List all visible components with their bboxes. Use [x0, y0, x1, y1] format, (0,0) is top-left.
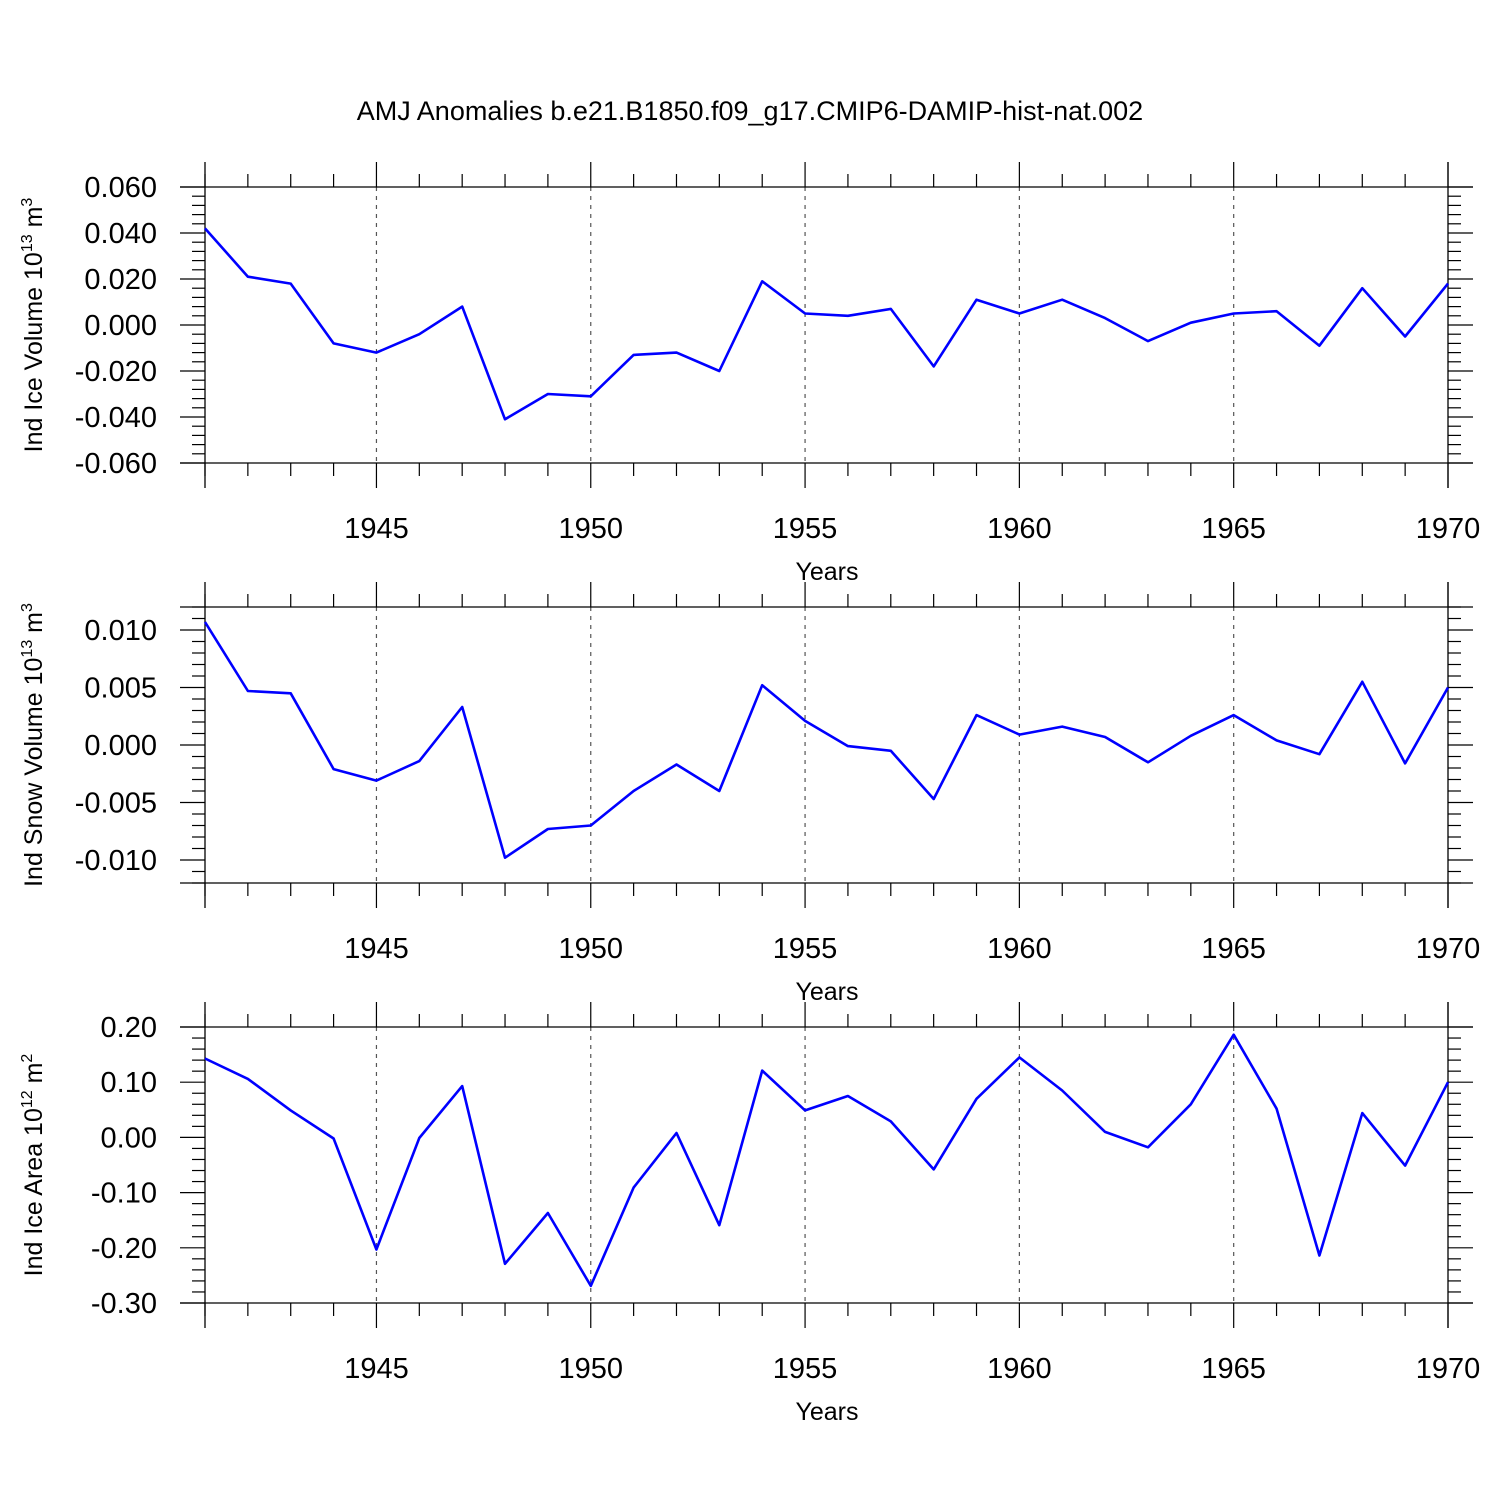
x-tick-label: 1950 [559, 933, 624, 965]
x-tick-label: 1965 [1201, 933, 1266, 965]
y-tick-label: -0.10 [91, 1178, 157, 1210]
y-tick-label: 0.005 [84, 673, 157, 705]
x-tick-label: 1965 [1201, 513, 1266, 545]
series-line [204, 227, 1450, 421]
y-tick-label: 0.040 [84, 218, 157, 250]
x-tick-label: 1945 [344, 513, 409, 545]
y-tick-label: -0.040 [75, 402, 157, 434]
y-tick-label: 0.00 [101, 1122, 157, 1154]
y-tick-label: 0.000 [84, 310, 157, 342]
y-tick-label: -0.060 [75, 448, 157, 480]
y-tick-label: 0.020 [84, 264, 157, 296]
y-tick-label: 0.10 [101, 1067, 157, 1099]
y-tick-label: -0.30 [91, 1288, 157, 1320]
x-tick-label: 1970 [1416, 1353, 1481, 1385]
x-tick-label: 1945 [344, 1353, 409, 1385]
y-tick-label: 0.010 [84, 615, 157, 647]
x-tick-label: 1960 [987, 933, 1052, 965]
x-tick-label: 1955 [773, 1353, 838, 1385]
x-tick-label: 1965 [1201, 1353, 1266, 1385]
y-tick-label: 0.060 [84, 172, 157, 204]
y-axis-label: Ind Snow Volume 1013 m3 [19, 603, 48, 887]
x-tick-label: 1955 [773, 513, 838, 545]
y-tick-label: -0.010 [75, 845, 157, 877]
x-tick-label: 1970 [1416, 933, 1481, 965]
x-tick-label: 1960 [987, 1353, 1052, 1385]
x-tick-label: 1950 [559, 513, 624, 545]
x-tick-label: 1970 [1416, 513, 1481, 545]
x-axis-label: Years [795, 1398, 858, 1426]
y-axis-label: Ind Ice Area 1012 m2 [19, 1054, 48, 1277]
y-tick-label: -0.020 [75, 356, 157, 388]
series-line [204, 1033, 1450, 1288]
figure-title: AMJ Anomalies b.e21.B1850.f09_g17.CMIP6-… [356, 96, 1144, 126]
x-tick-label: 1955 [773, 933, 838, 965]
x-tick-label: 1950 [559, 1353, 624, 1385]
panel-1: -0.060 -0.040 -0.020 0.000 0.020 0.040 0.060 19… [19, 162, 1480, 586]
panel-3: -0.30 -0.20 -0.10 0.00 0.10 0.20 1945 1950 1955 1… [19, 1002, 1480, 1426]
x-axis-label: Years [795, 978, 858, 1006]
x-tick-label: 1945 [344, 933, 409, 965]
y-tick-label: 0.20 [101, 1012, 157, 1044]
series-line [203, 621, 1450, 860]
panel-2: -0.010 -0.005 0.000 0.005 0.010 1945 1950 1955 1… [19, 582, 1480, 1006]
y-tick-label: -0.005 [75, 788, 157, 820]
x-tick-label: 1960 [987, 513, 1052, 545]
x-axis-label: Years [795, 558, 858, 586]
y-tick-label: -0.20 [91, 1233, 157, 1265]
y-tick-label: 0.000 [84, 730, 157, 762]
y-axis-label: Ind Ice Volume 1013 m3 [19, 198, 48, 453]
